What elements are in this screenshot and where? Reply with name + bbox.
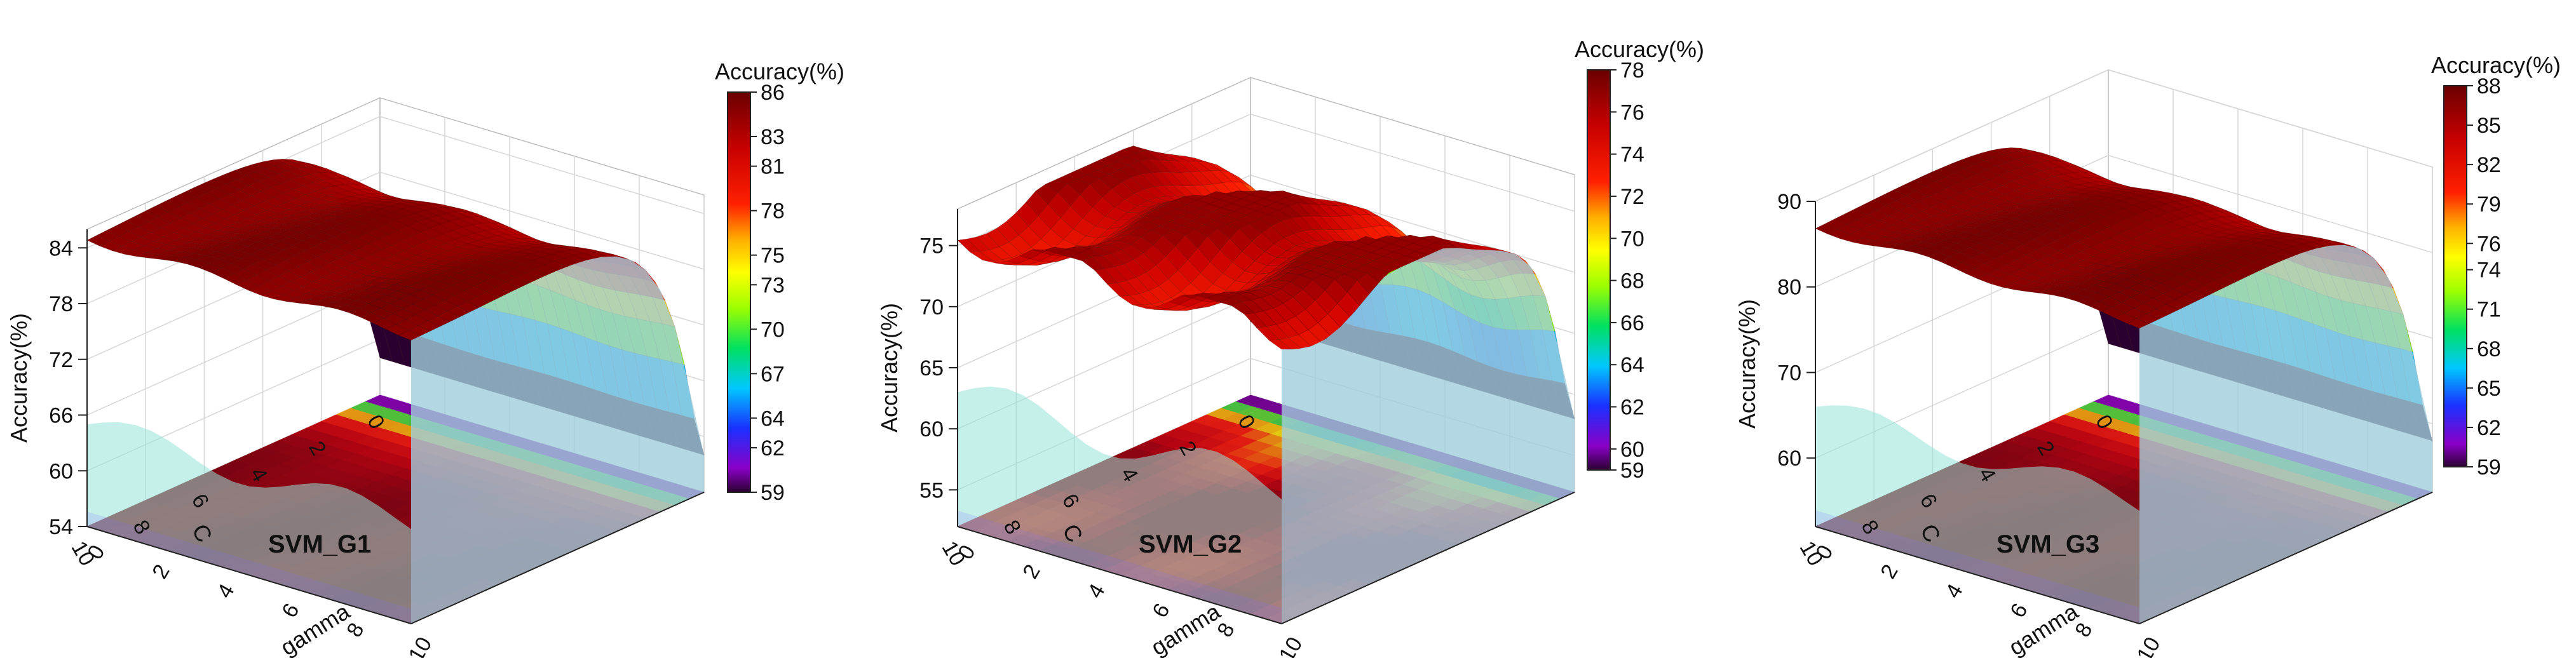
- y-tick-label: 6: [277, 600, 304, 622]
- z-tick-label: 60: [919, 417, 944, 441]
- z-tick-label: 90: [1777, 190, 1801, 214]
- colorbar-tick-label: 68: [2477, 337, 2501, 361]
- panel-label: SVM_G1: [268, 530, 371, 558]
- colorbar-tick-label: 68: [1620, 269, 1644, 293]
- y-tick-label: 6: [1148, 600, 1174, 622]
- y-tick-label: 10: [1275, 633, 1308, 658]
- colorbar-tick-label: 64: [1620, 353, 1644, 377]
- colorbar-tick-label: 74: [2477, 258, 2501, 283]
- y-tick-label: 4: [212, 580, 239, 602]
- colorbar-tick-label: 70: [1620, 227, 1644, 251]
- colorbar-tick-label: 88: [2477, 74, 2501, 98]
- front-walls: [958, 248, 1575, 624]
- z-tick-label: 84: [49, 236, 73, 260]
- colorbar-tick-label: 66: [1620, 311, 1644, 335]
- z-tick-label: 78: [49, 292, 73, 316]
- colorbar-title: Accuracy(%): [2431, 52, 2561, 78]
- colorbar-title: Accuracy(%): [1575, 36, 1704, 62]
- z-tick-label: 80: [1777, 276, 1801, 300]
- panel-label: SVM_G2: [1139, 530, 1242, 558]
- colorbar-tick-label: 85: [2477, 114, 2501, 138]
- colorbar-tick-label: 62: [2477, 416, 2501, 440]
- colorbar-tick-label: 86: [761, 81, 785, 105]
- y-tick-label: 6: [2005, 600, 2032, 622]
- colorbar-gradient: [727, 91, 751, 493]
- y-tick-label: 10: [2132, 633, 2166, 658]
- colorbar-tick-label: 62: [761, 436, 785, 460]
- colorbar-tick-label: 65: [2477, 377, 2501, 401]
- colorbar-tick-label: 72: [1620, 185, 1644, 209]
- z-axis-title: Accuracy(%): [1734, 299, 1760, 429]
- colorbar-tick-label: 59: [761, 481, 785, 505]
- colorbar-tick-label: 82: [2477, 153, 2501, 177]
- z-tick-label: 72: [49, 348, 73, 372]
- z-axis-title: Accuracy(%): [876, 303, 902, 433]
- axes: [1815, 201, 2433, 624]
- z-tick-label: 60: [1777, 446, 1801, 471]
- z-tick-label: 60: [49, 459, 73, 483]
- z-tick-label: 75: [919, 234, 944, 258]
- z-tick-label: 55: [919, 478, 944, 502]
- colorbar-tick-label: 83: [761, 125, 785, 149]
- colorbar-tick-label: 59: [1620, 459, 1644, 483]
- front-walls: [1815, 245, 2432, 624]
- colorbar-tick-label: 81: [761, 155, 785, 179]
- colorbar-tick-label: 76: [1620, 100, 1644, 124]
- y-tick-label: 4: [1941, 580, 1967, 602]
- colorbar-tick-label: 79: [2477, 192, 2501, 217]
- colorbar-tick-label: 60: [1620, 438, 1644, 462]
- colorbar-tick-label: 78: [1620, 58, 1644, 83]
- colorbar-tick-label: 67: [761, 362, 785, 386]
- colorbar-gradient: [2443, 85, 2467, 467]
- y-tick-label: 4: [1083, 580, 1109, 602]
- colorbar: Accuracy(%) 59 62 64 67 70 73 75 78 81 83 86: [715, 58, 844, 505]
- front-walls: [87, 256, 704, 624]
- colorbar-tick-label: 71: [2477, 298, 2501, 322]
- y-tick-label: 2: [1018, 560, 1045, 582]
- colorbar-tick-label: 78: [761, 199, 785, 224]
- axes: [86, 229, 705, 624]
- colorbar-tick-label: 62: [1620, 396, 1644, 420]
- colorbar-tick-label: 75: [761, 244, 785, 268]
- z-axis-title: Accuracy(%): [6, 313, 32, 443]
- z-tick-label: 66: [49, 404, 73, 428]
- colorbar-title: Accuracy(%): [715, 58, 844, 84]
- colorbar-tick-label: 73: [761, 273, 785, 297]
- y-tick-label: 10: [404, 633, 437, 658]
- y-tick-label: 2: [147, 560, 174, 582]
- colorbar-tick-label: 64: [761, 406, 785, 431]
- y-tick-label: 2: [1876, 560, 1902, 582]
- colorbar-tick-label: 76: [2477, 232, 2501, 256]
- colorbar-tick-label: 74: [1620, 143, 1644, 167]
- colorbar-gradient: [1587, 69, 1611, 471]
- z-tick-label: 70: [919, 295, 944, 319]
- colorbar-tick-label: 59: [2477, 455, 2501, 480]
- z-tick-label: 70: [1777, 361, 1801, 385]
- z-tick-label: 65: [919, 356, 944, 380]
- colorbar-tick-label: 70: [761, 318, 785, 342]
- panel-label: SVM_G3: [1996, 530, 2099, 558]
- z-tick-label: 54: [49, 515, 73, 539]
